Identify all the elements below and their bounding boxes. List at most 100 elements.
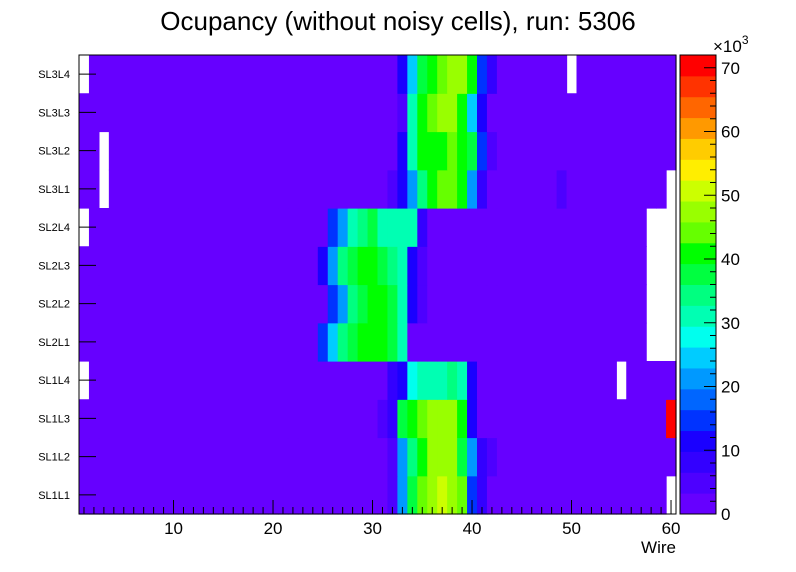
heatmap-cell xyxy=(128,55,140,94)
heatmap-cell xyxy=(248,93,259,133)
heatmap-cell xyxy=(427,93,438,133)
heatmap-cell xyxy=(477,361,488,400)
heatmap-cell xyxy=(536,284,548,324)
heatmap-cell xyxy=(118,169,130,209)
heatmap-cell xyxy=(606,208,617,247)
heatmap-cell xyxy=(218,399,229,439)
heatmap-cell xyxy=(586,246,597,286)
heatmap-cell xyxy=(238,246,249,286)
heatmap-cell xyxy=(596,361,607,400)
heatmap-cell xyxy=(108,246,120,286)
heatmap-cell xyxy=(278,131,289,171)
heatmap-cell xyxy=(526,361,538,400)
heatmap-cell xyxy=(108,284,120,324)
heatmap-cell xyxy=(496,131,508,171)
y-tick-label: SL1L4 xyxy=(38,375,70,387)
heatmap-cell xyxy=(248,284,259,324)
heatmap-cell xyxy=(228,246,239,286)
heatmap-cell xyxy=(278,437,289,477)
heatmap-cell xyxy=(447,284,458,324)
heatmap-cell xyxy=(636,399,647,439)
heatmap-cell xyxy=(457,131,468,171)
heatmap-cell xyxy=(576,361,588,400)
heatmap-cell xyxy=(148,475,160,515)
heatmap-cell xyxy=(198,169,209,209)
heatmap-cell xyxy=(198,55,209,94)
heatmap-cell xyxy=(208,55,219,94)
heatmap-cell xyxy=(148,55,160,94)
heatmap-cell xyxy=(486,475,498,515)
color-scale-swatch xyxy=(680,367,716,390)
heatmap-cell xyxy=(606,93,617,133)
heatmap-cell xyxy=(208,284,219,324)
heatmap-cell xyxy=(118,93,130,133)
heatmap-cell xyxy=(427,437,438,477)
heatmap-cell xyxy=(566,399,578,439)
heatmap-cell xyxy=(387,322,398,362)
heatmap-cell xyxy=(118,475,130,515)
heatmap-cell xyxy=(347,284,359,324)
x-tick-label: 40 xyxy=(463,519,482,538)
heatmap-cell xyxy=(596,208,607,247)
heatmap-cell xyxy=(98,322,110,362)
heatmap-cell xyxy=(108,55,120,94)
heatmap-cell xyxy=(646,437,657,477)
heatmap-cell xyxy=(347,399,359,439)
y-tick-label: SL3L3 xyxy=(38,107,70,119)
heatmap-cell xyxy=(337,93,349,133)
heatmap-cell xyxy=(616,131,627,171)
heatmap-cell xyxy=(367,169,379,209)
heatmap-cell xyxy=(457,322,468,362)
heatmap-cell xyxy=(417,284,428,324)
heatmap-cell xyxy=(477,437,488,477)
heatmap-cell xyxy=(128,361,140,400)
heatmap-cell xyxy=(218,361,229,400)
heatmap-cell xyxy=(546,399,558,439)
heatmap-cell xyxy=(268,93,279,133)
heatmap-cell xyxy=(377,361,389,400)
heatmap-cell xyxy=(268,437,279,477)
heatmap-cell xyxy=(238,437,249,477)
heatmap-cell xyxy=(188,399,199,439)
heatmap-cell xyxy=(496,169,508,209)
heatmap-cell xyxy=(427,284,438,324)
heatmap-cell xyxy=(506,475,518,515)
heatmap-cell xyxy=(457,246,468,286)
heatmap-cell xyxy=(566,361,578,400)
heatmap-cell xyxy=(317,361,329,400)
heatmap-cell xyxy=(417,208,428,247)
heatmap-cell xyxy=(367,93,379,133)
heatmap-cell xyxy=(636,361,647,400)
heatmap-cell xyxy=(178,284,190,324)
heatmap-cell xyxy=(238,131,249,171)
heatmap-cell xyxy=(297,131,309,171)
heatmap-cell xyxy=(636,208,647,247)
heatmap-cell xyxy=(148,93,160,133)
color-scale-swatch xyxy=(680,117,716,139)
heatmap-cell xyxy=(516,169,528,209)
heatmap-cell xyxy=(486,55,498,94)
heatmap-cell xyxy=(258,475,269,515)
heatmap-cell xyxy=(347,322,359,362)
heatmap-cell xyxy=(576,55,588,94)
heatmap-cell xyxy=(297,361,309,400)
heatmap-cell xyxy=(506,208,518,247)
heatmap-cell xyxy=(636,55,647,94)
heatmap-cell xyxy=(158,246,170,286)
heatmap-cell xyxy=(238,399,249,439)
heatmap-cell xyxy=(646,169,657,209)
heatmap-cell xyxy=(606,399,617,439)
heatmap-cell xyxy=(526,169,538,209)
heatmap-cell xyxy=(108,208,120,247)
heatmap-cell xyxy=(596,169,607,209)
heatmap-cell xyxy=(536,475,548,515)
heatmap-cell xyxy=(407,93,418,133)
heatmap-cell xyxy=(287,93,299,133)
heatmap-cell xyxy=(228,475,239,515)
heatmap-cell xyxy=(367,246,379,286)
heatmap-cell xyxy=(616,399,627,439)
color-scale-swatch xyxy=(680,326,716,348)
heatmap-cell xyxy=(238,284,249,324)
heatmap-cell xyxy=(596,284,607,324)
heatmap-cell xyxy=(108,399,120,439)
